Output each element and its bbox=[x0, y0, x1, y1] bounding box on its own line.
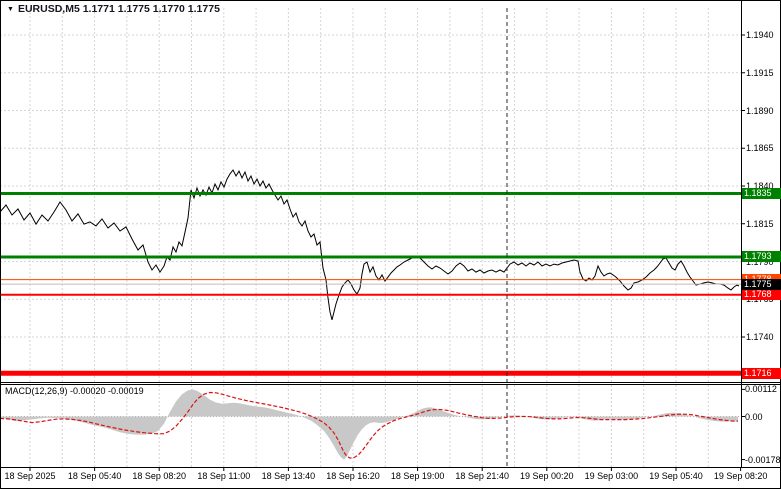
price-line-series bbox=[0, 169, 740, 321]
macd-tick-label: 0.00112 bbox=[745, 384, 777, 395]
macd-histogram-area bbox=[0, 389, 738, 460]
price-tick-label: 1.1865 bbox=[746, 143, 774, 154]
price-tick-label: 1.1815 bbox=[746, 218, 774, 229]
level-price-badge: 1.1793 bbox=[742, 251, 781, 263]
time-axis-label: 18 Sep 16:20 bbox=[326, 471, 380, 481]
symbol-quote-line: ▼ EURUSD,M5 1.1771 1.1775 1.1770 1.1775 bbox=[7, 3, 220, 15]
macd-tick-label: -0.00178 bbox=[745, 454, 781, 465]
time-axis-label: 18 Sep 11:00 bbox=[197, 471, 251, 481]
price-tick-label: 1.1940 bbox=[746, 30, 774, 40]
price-tick-label: 1.1740 bbox=[746, 332, 774, 342]
time-axis-label: 18 Sep 05:40 bbox=[67, 471, 122, 481]
price-tick-label: 1.1915 bbox=[746, 67, 774, 78]
symbol-ohlc-text: EURUSD,M5 1.1771 1.1775 1.1770 1.1775 bbox=[17, 3, 220, 15]
time-axis-label: 19 Sep 03:00 bbox=[584, 471, 639, 481]
symbol-dropdown-arrow[interactable]: ▼ bbox=[7, 6, 14, 13]
time-axis-label: 19 Sep 00:20 bbox=[520, 471, 574, 481]
time-axis-label: 18 Sep 2025 bbox=[4, 471, 56, 481]
level-price-badge: 1.1716 bbox=[742, 367, 781, 379]
level-price-badge: 1.1768 bbox=[742, 289, 781, 301]
level-price-badge: 1.1835 bbox=[742, 188, 781, 200]
macd-tick-label: 0.00 bbox=[745, 411, 763, 422]
time-axis-label: 19 Sep 05:40 bbox=[649, 471, 703, 481]
time-axis-label: 19 Sep 08:20 bbox=[713, 471, 768, 481]
time-axis-label: 18 Sep 21:40 bbox=[455, 471, 509, 481]
time-axis-label: 18 Sep 19:00 bbox=[390, 471, 445, 481]
price-tick-label: 1.1840 bbox=[746, 181, 774, 191]
time-axis-label: 18 Sep 08:20 bbox=[132, 471, 186, 481]
macd-indicator-label: MACD(12,26,9) -0.00020 -0.00019 bbox=[5, 386, 144, 396]
macd-signal-line bbox=[0, 391, 738, 459]
time-axis-label: 18 Sep 13:40 bbox=[261, 471, 316, 481]
current-price-badge: 1.1775 bbox=[742, 278, 781, 290]
price-tick-label: 1.1890 bbox=[746, 105, 774, 116]
